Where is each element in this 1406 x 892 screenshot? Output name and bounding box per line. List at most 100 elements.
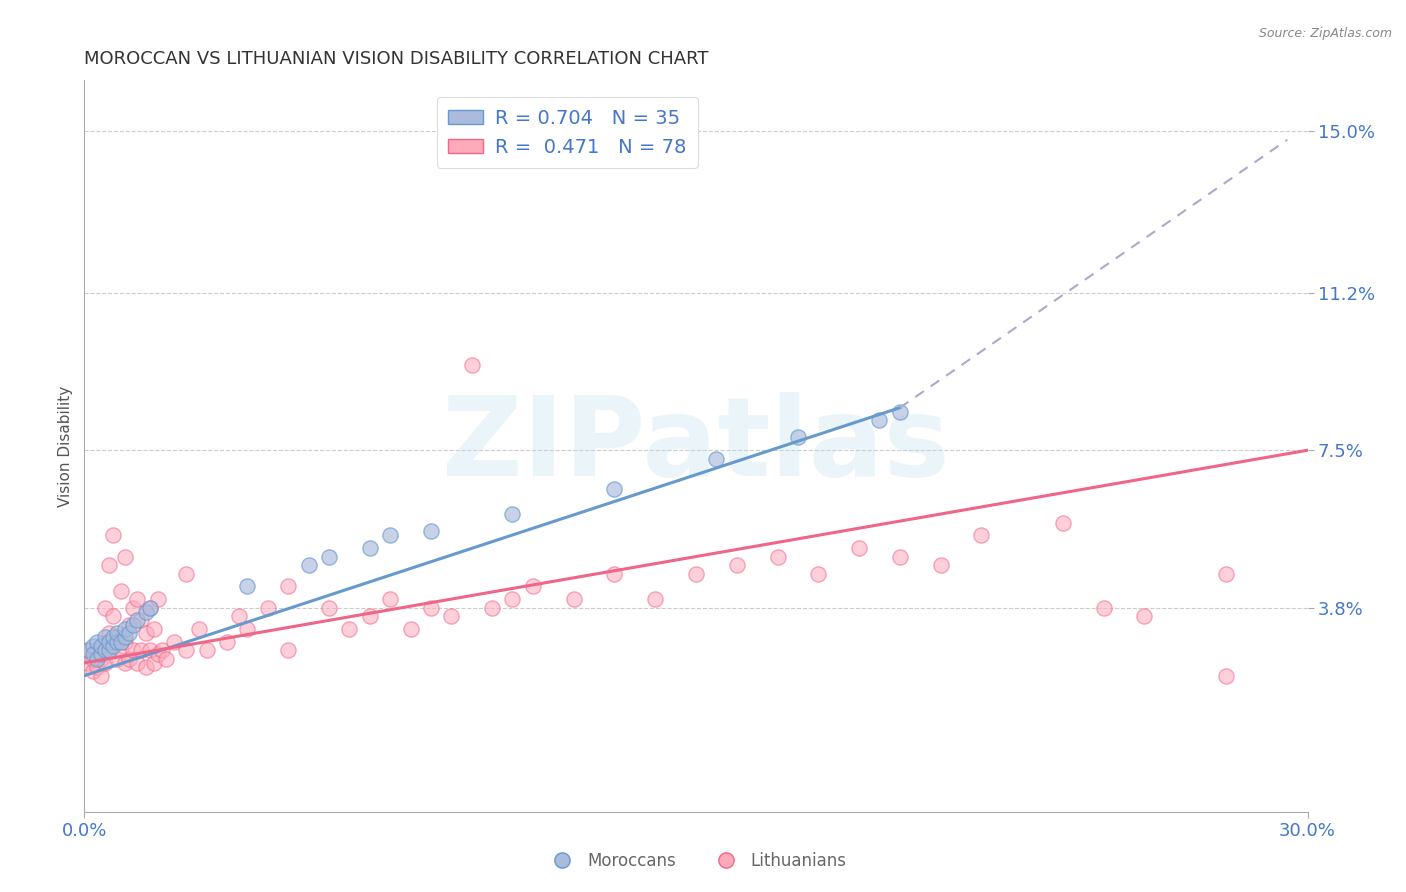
Point bbox=[187, 622, 209, 636]
Point bbox=[501, 592, 523, 607]
Point bbox=[787, 430, 810, 444]
Point bbox=[603, 482, 626, 496]
Point bbox=[114, 549, 136, 564]
Point bbox=[704, 451, 728, 466]
Point bbox=[146, 592, 169, 607]
Point bbox=[277, 579, 299, 593]
Point bbox=[86, 634, 108, 648]
Point bbox=[93, 656, 115, 670]
Point bbox=[1092, 600, 1115, 615]
Point bbox=[135, 660, 157, 674]
Point bbox=[97, 558, 120, 572]
Point bbox=[82, 648, 104, 662]
Point bbox=[114, 631, 136, 645]
Y-axis label: Vision Disability: Vision Disability bbox=[58, 385, 73, 507]
Point bbox=[135, 626, 157, 640]
Point bbox=[118, 617, 141, 632]
Point bbox=[82, 651, 104, 665]
Point bbox=[359, 609, 381, 624]
Point bbox=[110, 643, 132, 657]
Text: ZIPatlas: ZIPatlas bbox=[441, 392, 950, 500]
Point bbox=[110, 583, 132, 598]
Point bbox=[298, 558, 321, 572]
Point bbox=[236, 579, 259, 593]
Point bbox=[105, 626, 128, 640]
Legend: Moroccans, Lithuanians: Moroccans, Lithuanians bbox=[538, 846, 853, 877]
Point bbox=[685, 566, 707, 581]
Point bbox=[1215, 566, 1237, 581]
Point bbox=[101, 528, 124, 542]
Point bbox=[138, 600, 160, 615]
Point bbox=[889, 549, 911, 564]
Point bbox=[1052, 516, 1074, 530]
Point bbox=[105, 651, 128, 665]
Point bbox=[217, 634, 239, 648]
Point bbox=[97, 626, 120, 640]
Point bbox=[522, 579, 544, 593]
Point bbox=[399, 622, 422, 636]
Point bbox=[807, 566, 830, 581]
Point bbox=[339, 622, 360, 636]
Point bbox=[101, 639, 124, 653]
Point bbox=[114, 656, 136, 670]
Point bbox=[318, 549, 340, 564]
Point bbox=[77, 643, 100, 657]
Point bbox=[562, 592, 585, 607]
Point bbox=[174, 643, 197, 657]
Point bbox=[481, 600, 503, 615]
Point bbox=[236, 622, 259, 636]
Point bbox=[86, 660, 108, 674]
Text: MOROCCAN VS LITHUANIAN VISION DISABILITY CORRELATION CHART: MOROCCAN VS LITHUANIAN VISION DISABILITY… bbox=[84, 50, 709, 68]
Point bbox=[77, 643, 100, 657]
Point bbox=[420, 524, 443, 538]
Point bbox=[131, 613, 153, 627]
Point bbox=[122, 600, 145, 615]
Point bbox=[105, 634, 128, 648]
Point bbox=[1133, 609, 1156, 624]
Point bbox=[110, 634, 132, 648]
Point bbox=[146, 648, 169, 662]
Point bbox=[82, 665, 104, 679]
Point bbox=[118, 626, 141, 640]
Point bbox=[114, 622, 136, 636]
Point bbox=[90, 648, 112, 662]
Point bbox=[970, 528, 993, 542]
Point bbox=[603, 566, 626, 581]
Point bbox=[90, 651, 112, 665]
Point bbox=[86, 651, 108, 665]
Point bbox=[195, 643, 218, 657]
Point bbox=[118, 651, 141, 665]
Point bbox=[1215, 668, 1237, 682]
Point bbox=[380, 592, 402, 607]
Point bbox=[97, 634, 120, 648]
Point bbox=[114, 634, 136, 648]
Point bbox=[93, 634, 115, 648]
Point bbox=[155, 651, 177, 665]
Point bbox=[131, 643, 153, 657]
Point bbox=[766, 549, 789, 564]
Point bbox=[90, 639, 112, 653]
Point bbox=[142, 622, 165, 636]
Point bbox=[82, 639, 104, 653]
Point bbox=[150, 643, 173, 657]
Point bbox=[122, 617, 145, 632]
Point bbox=[318, 600, 340, 615]
Point bbox=[889, 405, 911, 419]
Point bbox=[97, 643, 120, 657]
Point bbox=[138, 600, 160, 615]
Point bbox=[277, 643, 299, 657]
Point bbox=[105, 631, 128, 645]
Point bbox=[380, 528, 402, 542]
Point bbox=[461, 358, 484, 372]
Point bbox=[93, 631, 115, 645]
Point bbox=[163, 634, 186, 648]
Point bbox=[257, 600, 280, 615]
Point bbox=[122, 643, 145, 657]
Point bbox=[127, 592, 149, 607]
Point bbox=[77, 656, 100, 670]
Point bbox=[228, 609, 250, 624]
Point bbox=[420, 600, 443, 615]
Point bbox=[848, 541, 870, 555]
Point bbox=[101, 631, 124, 645]
Point bbox=[93, 600, 115, 615]
